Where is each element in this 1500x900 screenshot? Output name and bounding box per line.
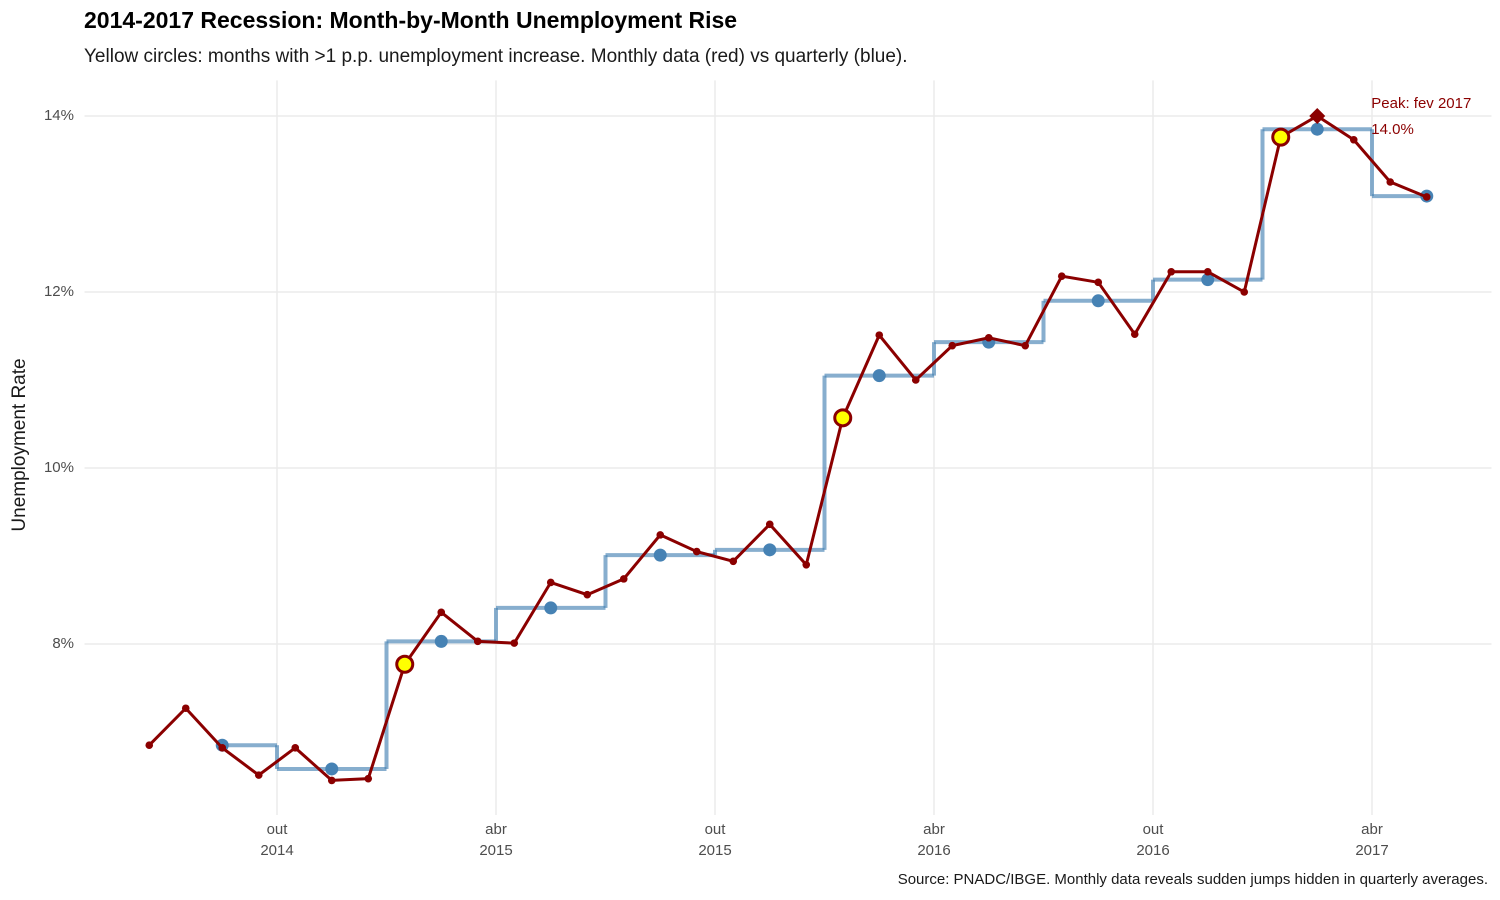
month-point [1130,330,1139,339]
month-point [473,637,482,646]
x-tick-label: 2015 [479,842,512,859]
month-point [1094,278,1103,287]
y-tick-label: 12% [44,283,74,300]
month-point [510,639,519,647]
highlight-point [395,654,415,674]
month-point [911,376,920,384]
x-tick-label: out [705,821,727,838]
y-tick-label: 14% [44,107,74,124]
month-point [218,744,227,752]
month-point [948,341,957,350]
month-point [802,561,811,569]
peak-value-label: 14.0% [1371,121,1414,138]
quarter-point [1091,294,1105,308]
month-point [291,744,300,752]
quarter-point [763,543,777,557]
x-tick-label: abr [923,821,945,838]
month-point [181,704,190,713]
x-tick-label: out [267,821,289,838]
x-tick-label: 2015 [698,842,731,859]
month-point [619,575,628,583]
month-point [729,557,738,566]
quarter-point [325,762,339,776]
month-point [875,331,884,339]
month-point [1422,193,1431,201]
quarter-point [872,369,886,383]
x-tick-label: abr [485,821,507,838]
x-tick-label: out [1143,821,1165,838]
x-tick-label: 2016 [917,842,950,859]
month-point [984,333,993,342]
x-tick-label: 2017 [1355,842,1388,859]
caption: Source: PNADC/IBGE. Monthly data reveals… [898,871,1488,888]
chart-subtitle: Yellow circles: months with >1 p.p. unem… [84,46,908,67]
peak-marker [1309,108,1326,124]
month-point [1057,272,1066,280]
month-point [583,590,592,599]
month-point [765,520,774,529]
x-tick-label: 2014 [260,842,293,859]
y-tick-label: 10% [44,459,74,476]
month-point [1203,267,1212,276]
peak-label: Peak: fev 2017 [1371,95,1471,112]
highlight-point [833,408,853,428]
month-point [437,608,446,617]
y-axis-label: Unemployment Rate [9,358,30,531]
quarter-point [544,601,558,615]
month-point [364,774,373,783]
month-point [327,776,336,785]
month-point [1386,178,1395,186]
month-point [546,578,555,587]
x-tick-label: abr [1361,821,1383,838]
month-point [1349,135,1358,144]
x-tick-label: 2016 [1136,842,1169,859]
monthly-line [148,114,1428,782]
quarter-point [434,634,448,648]
month-point [656,531,665,539]
month-point [1240,288,1249,296]
quarter-point [1310,122,1324,136]
highlight-point [1271,127,1291,147]
month-point [254,771,263,779]
month-point [1021,341,1030,350]
month-point [692,547,701,556]
month-point [1167,267,1176,276]
quarter-point [1201,273,1215,287]
month-point [145,741,154,749]
chart-title: 2014-2017 Recession: Month-by-Month Unem… [84,7,737,33]
quarter-point [653,548,667,562]
y-tick-label: 8% [52,635,74,652]
